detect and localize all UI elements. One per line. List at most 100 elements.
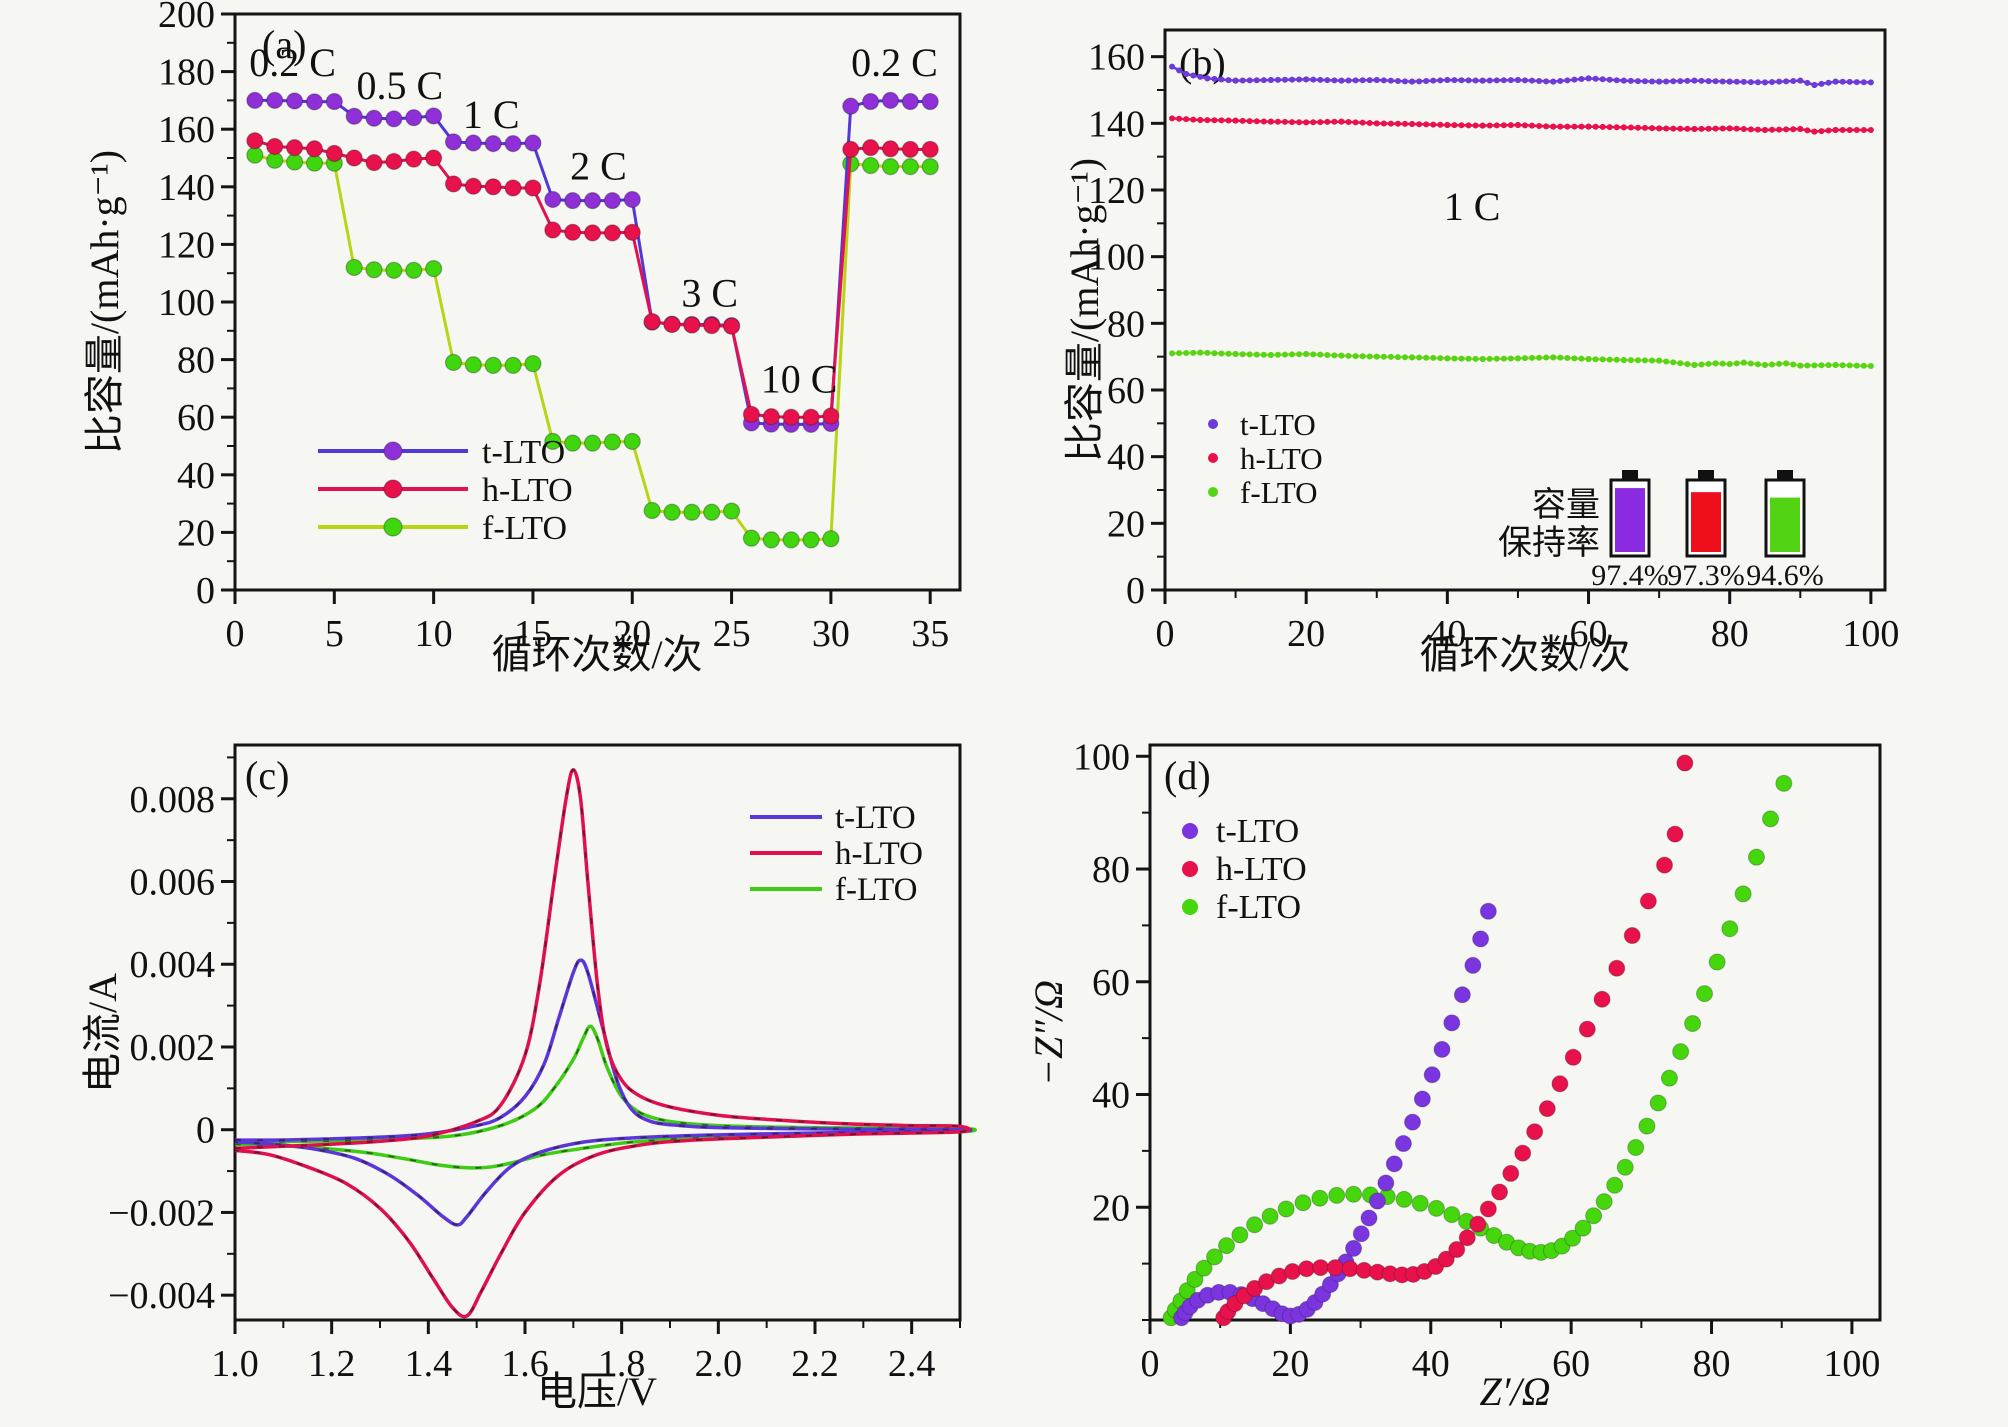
data-point (1317, 76, 1324, 83)
data-point (1395, 1190, 1413, 1208)
data-point (524, 134, 542, 152)
annotation-1-C: 1 C (1444, 184, 1501, 229)
data-point (1385, 1155, 1403, 1173)
data-point (1225, 77, 1232, 84)
legend-marker-h-LTO (1208, 453, 1218, 463)
data-point (1616, 1158, 1634, 1176)
data-point (1352, 1225, 1370, 1243)
data-point (1197, 349, 1204, 356)
data-point (1550, 354, 1557, 361)
data-point (1550, 78, 1557, 85)
panel-b-svg: 0 20 40 60 80 100 0 20 40 60 80 100 120 140 160 循环次数/次 比… (1062, 28, 1899, 677)
data-point (1387, 120, 1394, 127)
data-point (1747, 848, 1765, 866)
data-point (564, 223, 582, 241)
data-point (802, 408, 820, 426)
x-tick-label: 100 (1823, 1343, 1880, 1385)
data-point (1818, 128, 1825, 135)
data-point (1387, 353, 1394, 360)
legend-marker-f-LTO (1182, 899, 1198, 915)
legend-label-t-LTO: t-LTO (482, 434, 565, 471)
data-point (1564, 1048, 1582, 1066)
data-point (1551, 1075, 1569, 1093)
data-point (266, 91, 284, 110)
data-point (1183, 71, 1190, 77)
data-point (1218, 117, 1225, 124)
data-point (1599, 356, 1606, 363)
data-point (1585, 75, 1592, 82)
data-point (1453, 986, 1471, 1004)
y-tick-label: 200 (158, 0, 215, 36)
data-point (1303, 351, 1310, 357)
data-point (603, 433, 621, 451)
data-point (1282, 351, 1288, 358)
data-point (1712, 360, 1719, 367)
data-point (1246, 118, 1253, 125)
data-point (405, 109, 423, 127)
data-point (1458, 1229, 1476, 1247)
legend-label-f-LTO: f-LTO (835, 872, 918, 908)
data-point (1312, 1259, 1330, 1277)
data-point (1430, 121, 1437, 128)
data-point (1260, 351, 1267, 358)
data-point (1762, 362, 1768, 368)
data-point (1394, 354, 1401, 361)
data-point (1197, 117, 1204, 123)
data-point (1341, 1260, 1359, 1278)
y-tick-label: 40 (1107, 437, 1145, 479)
data-point (484, 135, 502, 153)
data-point (1571, 76, 1578, 83)
data-point (1620, 77, 1627, 84)
data-point (1529, 77, 1536, 84)
data-point (1465, 77, 1472, 84)
data-point (1178, 1282, 1196, 1300)
data-point (1649, 125, 1656, 132)
y-axis-label: 电流/A (80, 973, 125, 1093)
data-point (1195, 1259, 1213, 1277)
data-point (1656, 856, 1674, 874)
data-point (1656, 125, 1663, 132)
data-point (1585, 123, 1592, 130)
data-point (1345, 1185, 1363, 1203)
data-point (305, 154, 324, 172)
data-point (1338, 77, 1345, 84)
data-point (1649, 1094, 1667, 1112)
series-f-LTO (234, 1024, 977, 1170)
data-point (1416, 354, 1423, 361)
data-point (524, 355, 542, 373)
data-point (464, 356, 482, 374)
data-point (643, 312, 661, 331)
data-point (703, 503, 721, 521)
data-point (504, 135, 522, 153)
x-tick-label: 1.8 (598, 1343, 646, 1385)
data-point (1451, 77, 1458, 84)
data-point (1719, 360, 1726, 367)
data-point (1776, 126, 1783, 133)
x-tick-label: 0 (1156, 613, 1175, 655)
data-point (1592, 75, 1599, 82)
data-point (921, 92, 939, 111)
data-point (246, 91, 264, 110)
data-point (1634, 124, 1641, 131)
data-point (1458, 122, 1465, 129)
data-point (1324, 352, 1331, 358)
data-point (1691, 126, 1698, 132)
data-point (1176, 67, 1183, 74)
data-point (1543, 354, 1550, 361)
data-point (742, 405, 761, 423)
data-point (1564, 123, 1571, 130)
data-point (444, 353, 463, 372)
data-point (1550, 123, 1557, 130)
data-point (1585, 1207, 1603, 1225)
data-point (1642, 357, 1648, 364)
data-point (1345, 77, 1352, 84)
data-point (345, 258, 363, 277)
data-point (1416, 121, 1423, 128)
y-tick-label: −0.002 (108, 1192, 215, 1234)
data-point (1804, 127, 1811, 134)
data-point (1394, 120, 1401, 127)
data-point (1458, 355, 1465, 362)
data-point (1485, 1226, 1503, 1244)
data-point (1472, 122, 1479, 129)
data-point (1211, 117, 1218, 124)
